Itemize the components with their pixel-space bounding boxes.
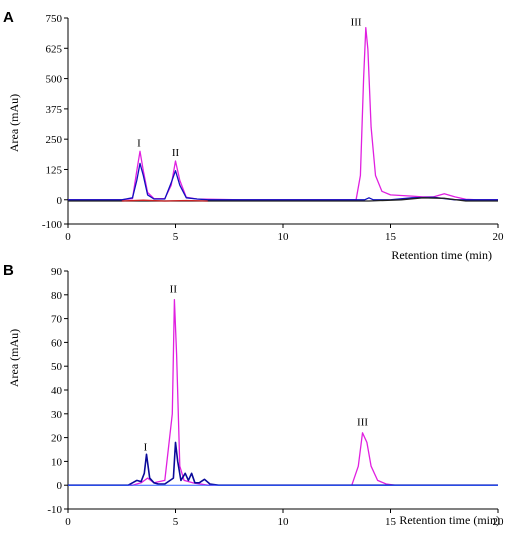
panel-b-y-tick-label: 30	[51, 409, 63, 421]
panel-a-peak-label: II	[172, 147, 180, 159]
panel-a-y-tick-label: 500	[46, 74, 63, 86]
panel-b-y-tick-label: 0	[57, 480, 63, 492]
panel-a-y-tick-label: 375	[46, 104, 63, 116]
panel-b-x-tick-label: 0	[65, 516, 71, 528]
panel-b-letter: B	[3, 262, 14, 279]
panel-b-peak-label: III	[357, 417, 368, 429]
panel-a-y-axis-title: Area (mAu)	[7, 94, 21, 152]
panel-b-x-tick-label: 15	[385, 516, 397, 528]
panel-b-y-tick-label: 80	[51, 290, 63, 302]
panel-b-peak-label: II	[170, 283, 178, 295]
panel-a-x-tick-label: 10	[278, 231, 290, 243]
panel-a-y-tick-label: 125	[46, 164, 63, 176]
panel-a-peak-label: III	[351, 16, 362, 28]
panel-a-letter: A	[3, 9, 14, 26]
panel-a-peak-label: I	[137, 137, 141, 149]
panel-b-series-line-0	[68, 298, 498, 486]
panel-a-x-tick-label: 15	[385, 231, 397, 243]
panel-b-x-tick-label: 10	[278, 516, 290, 528]
panel-a: A Area (mAu) Retention time (min) -10001…	[3, 9, 504, 262]
panel-a-x-axis-title: Retention time (min)	[391, 248, 492, 262]
panel-b-y-axis-title: Area (mAu)	[7, 329, 21, 387]
panel-b-peak-label: I	[144, 442, 148, 454]
panel-b: B Area (mAu) Retention time (min) -10010…	[3, 262, 504, 528]
panel-b-x-axis-title: Retention time (min)	[399, 513, 500, 527]
panel-a-x-tick-label: 5	[173, 231, 179, 243]
panel-b-x-tick-label: 5	[173, 516, 179, 528]
panel-a-y-tick-label: 0	[57, 195, 63, 207]
panel-a-series-line-0	[68, 27, 498, 201]
panel-b-y-tick-label: 50	[51, 361, 63, 373]
panel-a-y-tick-label: 250	[46, 134, 63, 146]
panel-b-y-tick-label: 90	[51, 266, 63, 278]
panel-b-y-tick-label: 40	[51, 385, 63, 397]
panel-b-y-tick-label: 70	[51, 314, 63, 326]
panel-b-series-line-1	[68, 441, 498, 487]
panel-a-x-tick-label: 20	[493, 231, 505, 243]
panel-b-y-tick-label: -10	[47, 504, 62, 516]
panel-b-y-tick-label: 10	[51, 456, 63, 468]
panel-b-x-tick-label: 20	[493, 516, 505, 528]
panel-a-y-tick-label: 750	[46, 13, 63, 25]
panel-a-y-tick-label: 625	[46, 43, 63, 55]
panel-a-y-tick-label: -100	[42, 219, 63, 231]
panel-a-series-line-3	[121, 199, 208, 202]
panel-a-x-tick-label: 0	[65, 231, 71, 243]
panel-b-y-tick-label: 60	[51, 337, 63, 349]
panel-b-y-tick-label: 20	[51, 433, 63, 445]
